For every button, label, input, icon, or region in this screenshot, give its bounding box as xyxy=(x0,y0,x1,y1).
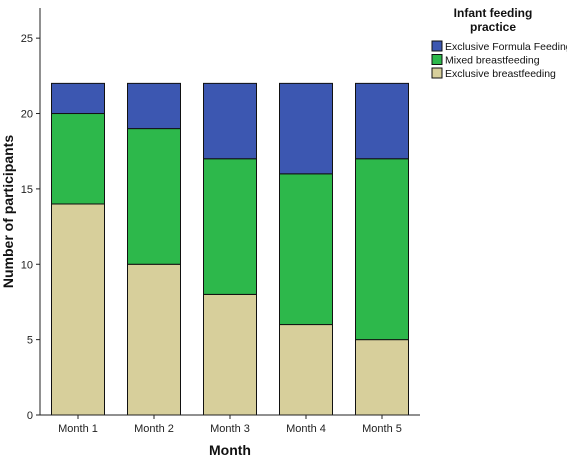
bar-segment-1-3 xyxy=(51,82,105,115)
x-tick-label: Month 4 xyxy=(286,423,326,435)
x-tick-label: Month 2 xyxy=(134,423,174,435)
legend-label-3: Exclusive breastfeeding xyxy=(445,68,556,80)
x-tick-label: Month 3 xyxy=(210,423,250,435)
legend-swatch-3 xyxy=(431,67,443,79)
bar-segment-5-3 xyxy=(355,82,409,160)
legend-label-2: Mixed breastfeeding xyxy=(445,55,540,67)
bar-segment-2-2 xyxy=(127,128,181,265)
legend-title-line-2: practice xyxy=(470,20,516,34)
bar-segment-4-1 xyxy=(279,324,333,416)
y-tick-label: 10 xyxy=(21,259,33,271)
legend-swatch-1 xyxy=(431,40,443,52)
x-tick-label: Month 1 xyxy=(58,423,98,435)
legend-label-1: Exclusive Formula Feeding xyxy=(445,41,567,53)
legend: Infant feeding practice Exclusive Formul… xyxy=(431,6,567,80)
bar-segment-3-1 xyxy=(203,293,257,416)
legend-items: Exclusive Formula Feeding Mixed breastfee… xyxy=(431,40,567,80)
y-tick-label: 15 xyxy=(21,184,33,196)
y-tick-label: 25 xyxy=(21,33,33,45)
bar-segment-5-1 xyxy=(355,339,409,416)
bar-segment-1-1 xyxy=(51,203,105,416)
bar-segment-3-2 xyxy=(203,158,257,295)
legend-title-line-1: Infant feeding xyxy=(454,6,533,20)
y-tick-label: 20 xyxy=(21,109,33,121)
y-axis-title: Number of participants xyxy=(0,135,16,288)
x-tick-label: Month 5 xyxy=(362,423,402,435)
bar-segment-2-1 xyxy=(127,263,181,416)
y-tick-label: 5 xyxy=(27,335,33,347)
axes-group: 0 5 10 15 20 25 Month 1 Month 2 Month 3 Month 4 Mo… xyxy=(21,8,420,435)
y-tick-label: 0 xyxy=(27,410,33,422)
bar-segment-1-2 xyxy=(51,113,105,205)
bars-group xyxy=(51,82,409,416)
bar-segment-4-3 xyxy=(279,82,333,175)
x-axis-title: Month xyxy=(209,442,251,457)
bar-segment-4-2 xyxy=(279,173,333,326)
bar-segment-2-3 xyxy=(127,82,181,130)
legend-swatch-2 xyxy=(431,54,443,65)
bar-segment-3-3 xyxy=(203,82,257,160)
bar-segment-5-2 xyxy=(355,158,409,341)
